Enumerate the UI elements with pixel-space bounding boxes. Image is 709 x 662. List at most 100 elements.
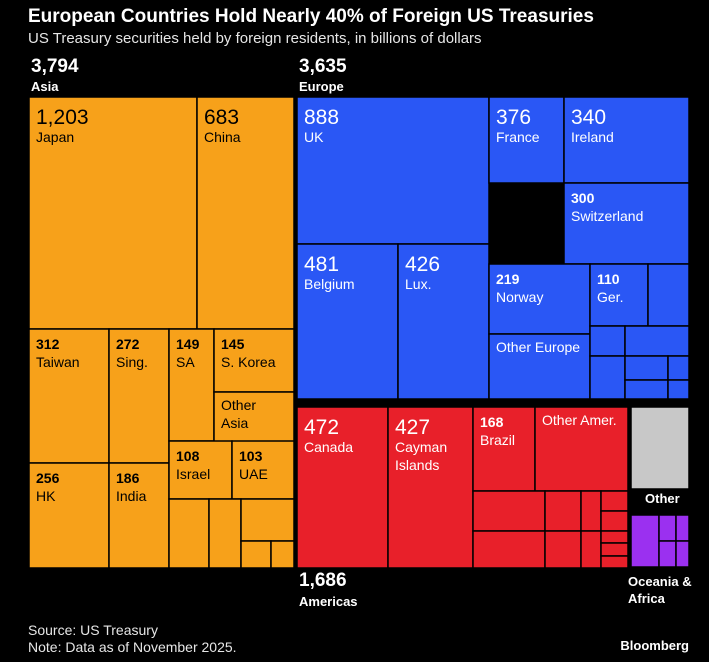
europe-tile-uk-label: UK: [304, 129, 324, 145]
asia-tile-uae: [231, 440, 295, 500]
americas-small-tile: [580, 490, 602, 532]
asia-tile-china: [196, 96, 295, 330]
other-label: Other: [645, 491, 680, 506]
asia-tile-israel: [168, 440, 233, 500]
data-note: Note: Data as of November 2025.: [28, 639, 237, 655]
asia-tile-s-korea-label: S. Korea: [221, 354, 276, 370]
bloomberg-logo: Bloomberg: [620, 638, 689, 653]
asia-small-tile: [240, 540, 272, 569]
asia-tile-other-asia-label: Other: [221, 397, 256, 413]
europe-tile-belgium: [296, 243, 399, 400]
asia-small-tile: [270, 540, 295, 569]
americas-tile-brazil-label: Brazil: [480, 432, 515, 448]
europe-tile-norway: [488, 263, 591, 335]
americas-tile-cayman-islands-value: 427: [395, 416, 430, 439]
asia-tile-hk-value: 256: [36, 470, 60, 486]
asia-tile-uae-label: UAE: [239, 466, 268, 482]
europe-tile-ireland-value: 340: [571, 106, 606, 129]
asia-tile-other-asia: [213, 391, 295, 443]
asia-tile-taiwan-label: Taiwan: [36, 354, 80, 370]
asia-tile-sa: [168, 328, 215, 442]
europe-small-tile: [624, 379, 669, 400]
asia-tile-sing: [108, 328, 170, 464]
chart-subtitle: US Treasury securities held by foreign r…: [28, 30, 482, 47]
asia-tile-india-value: 186: [116, 470, 140, 486]
oceania-africa-small-tile: [675, 540, 690, 568]
americas-small-tile: [600, 490, 629, 512]
americas-total: 1,686: [299, 570, 347, 591]
americas-small-tile: [544, 530, 582, 569]
europe-tile-switzerland: [563, 182, 690, 265]
europe-tile-ger-label: Ger.: [597, 289, 623, 305]
americas-small-tile: [600, 555, 629, 569]
europe-small-tile: [589, 355, 626, 400]
americas-tile-other-amer: [534, 406, 629, 492]
europe-small-tile: [624, 355, 669, 381]
europe-small-tile: [624, 325, 690, 357]
asia-tile-israel-value: 108: [176, 448, 200, 464]
europe-tile-uk-value: 888: [304, 106, 339, 129]
asia-tile-taiwan-value: 312: [36, 336, 60, 352]
asia-total: 3,794: [31, 56, 79, 77]
oceania-africa-tile: [630, 514, 660, 568]
europe-tile-uk: [296, 96, 490, 245]
europe-tile-other-europe-label: Other Europe: [496, 339, 580, 355]
europe-tile-belgium-value: 481: [304, 253, 339, 276]
asia-tile-sing-label: Sing.: [116, 354, 148, 370]
europe-tile-lux: [397, 243, 490, 400]
asia-label: Asia: [31, 79, 59, 94]
europe-tile-ger-value: 110: [597, 271, 620, 287]
americas-tile-canada: [296, 406, 389, 569]
asia-tile-india-label: India: [116, 488, 147, 504]
americas-tile-canada-value: 472: [304, 416, 339, 439]
americas-small-tile: [544, 490, 582, 532]
europe-small-tile: [647, 263, 690, 327]
source-note: Source: US Treasury: [28, 622, 158, 638]
americas-tile-cayman-islands-label: Cayman: [395, 439, 447, 455]
asia-tile-japan-value: 1,203: [36, 106, 89, 129]
asia-tile-other-asia-label: Asia: [221, 415, 248, 431]
europe-tile-france-label: France: [496, 129, 540, 145]
asia-small-tile: [240, 498, 295, 542]
europe-tile-lux-value: 426: [405, 253, 440, 276]
oceania-africa-small-tile: [675, 514, 690, 542]
europe-total: 3,635: [299, 56, 347, 77]
europe-tile-switzerland-label: Switzerland: [571, 208, 643, 224]
asia-tile-uae-value: 103: [239, 448, 263, 464]
americas-small-tile: [600, 510, 629, 532]
europe-label: Europe: [299, 79, 344, 94]
asia-tile-s-korea: [213, 328, 295, 393]
europe-tile-ger: [589, 263, 649, 327]
asia-tile-sa-value: 149: [176, 336, 200, 352]
europe-tile-lux-label: Lux.: [405, 276, 431, 292]
europe-small-tile: [667, 379, 690, 400]
americas-small-tile: [472, 530, 546, 569]
americas-tile-other-amer-label: Other Amer.: [542, 412, 617, 428]
europe-small-tile: [667, 355, 690, 381]
asia-tile-hk-label: HK: [36, 488, 56, 504]
asia-tile-s-korea-value: 145: [221, 336, 245, 352]
americas-tile-cayman-islands-label: Islands: [395, 457, 439, 473]
europe-tile-france-value: 376: [496, 106, 531, 129]
europe-tile-belgium-label: Belgium: [304, 276, 355, 292]
asia-tile-sa-label: SA: [176, 354, 195, 370]
americas-tile-cayman-islands: [387, 406, 474, 569]
europe-tile-switzerland-value: 300: [571, 190, 595, 206]
americas-label: Americas: [299, 594, 358, 609]
asia-tile-sing-value: 272: [116, 336, 140, 352]
americas-tile-brazil-value: 168: [480, 414, 504, 430]
americas-small-tile: [600, 542, 629, 557]
asia-tile-japan: [28, 96, 198, 330]
asia-tile-hk: [28, 462, 110, 569]
asia-tile-japan-label: Japan: [36, 129, 74, 145]
other-tile: [630, 406, 690, 490]
americas-small-tile: [472, 490, 546, 532]
americas-small-tile: [580, 530, 602, 569]
americas-small-tile: [600, 530, 629, 544]
asia-tile-china-value: 683: [204, 106, 239, 129]
asia-tile-china-label: China: [204, 129, 241, 145]
europe-tile-france: [488, 96, 565, 184]
asia-tile-israel-label: Israel: [176, 466, 210, 482]
oceania-africa-small-tile: [658, 540, 677, 568]
